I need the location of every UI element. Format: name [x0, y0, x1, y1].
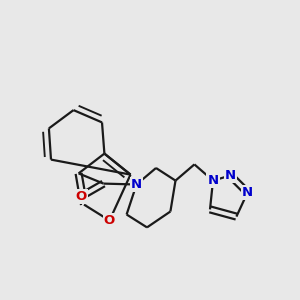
Text: N: N: [225, 169, 236, 182]
Text: O: O: [75, 190, 87, 203]
Text: N: N: [242, 186, 253, 199]
Text: O: O: [104, 214, 115, 227]
Text: N: N: [131, 178, 142, 191]
Text: N: N: [207, 174, 219, 187]
